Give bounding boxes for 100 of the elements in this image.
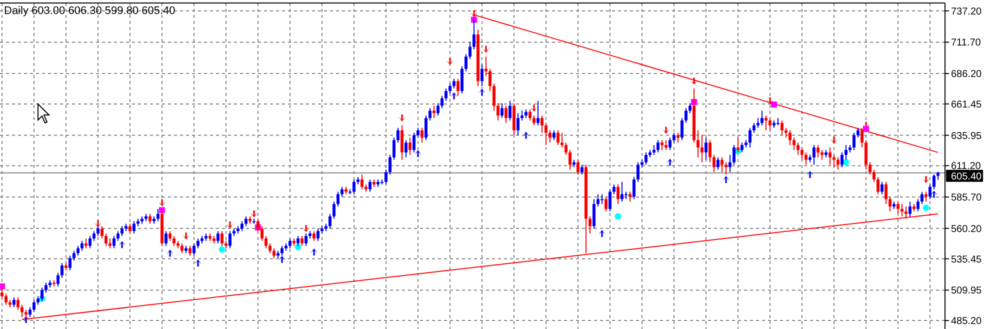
candlestick bbox=[920, 191, 924, 205]
point bbox=[771, 102, 777, 108]
candlestick bbox=[108, 238, 112, 249]
candlestick bbox=[72, 250, 76, 262]
candlestick bbox=[560, 132, 564, 148]
candlestick bbox=[80, 240, 84, 252]
candlestick bbox=[496, 102, 500, 121]
point bbox=[922, 204, 930, 211]
candlestick bbox=[916, 198, 920, 212]
candlestick bbox=[464, 54, 468, 72]
candlestick bbox=[716, 156, 720, 170]
candlestick bbox=[612, 184, 616, 195]
y-tick-label: 661.45 bbox=[951, 99, 982, 110]
candlestick bbox=[728, 154, 732, 173]
point bbox=[118, 241, 126, 248]
candlestick bbox=[828, 147, 832, 166]
candlestick bbox=[660, 140, 664, 150]
candlestick bbox=[500, 102, 504, 119]
candlestick bbox=[860, 127, 864, 148]
point bbox=[450, 92, 458, 100]
point bbox=[226, 221, 234, 228]
candlestick bbox=[420, 127, 424, 144]
candlestick bbox=[436, 102, 440, 116]
candlestick bbox=[148, 213, 152, 224]
candlestick bbox=[32, 299, 36, 313]
candlestick bbox=[384, 169, 388, 185]
candlestick bbox=[296, 235, 300, 246]
candlestick bbox=[404, 140, 408, 158]
y-tick-label: 560.20 bbox=[951, 224, 982, 235]
candlestick bbox=[12, 296, 16, 308]
candlestick bbox=[388, 154, 392, 176]
candlestick bbox=[172, 235, 176, 246]
candlestick bbox=[304, 233, 308, 246]
point bbox=[414, 150, 422, 158]
candlestick bbox=[216, 230, 220, 244]
candlestick bbox=[668, 137, 672, 150]
candlestick bbox=[288, 238, 292, 249]
candlestick bbox=[580, 164, 584, 176]
point bbox=[830, 136, 838, 144]
point bbox=[598, 230, 606, 238]
candlestick bbox=[128, 223, 132, 234]
candlestick bbox=[400, 124, 404, 160]
point bbox=[690, 78, 698, 85]
candlestick bbox=[864, 140, 868, 170]
candlestick bbox=[456, 78, 460, 96]
point bbox=[922, 176, 930, 183]
candlestick bbox=[784, 127, 788, 138]
point bbox=[530, 104, 538, 112]
point bbox=[842, 159, 850, 166]
candlestick bbox=[620, 181, 624, 202]
candlestick bbox=[872, 169, 876, 182]
candlestick bbox=[448, 83, 452, 94]
candlestick bbox=[28, 306, 32, 318]
point bbox=[398, 114, 406, 122]
candlestick bbox=[684, 108, 688, 124]
candlestick bbox=[220, 230, 224, 246]
candlestick bbox=[624, 191, 628, 200]
candlestick bbox=[540, 115, 544, 134]
candlestick bbox=[100, 226, 104, 239]
candlestick bbox=[880, 181, 884, 195]
candlestick bbox=[300, 235, 304, 246]
candlestick bbox=[332, 201, 336, 220]
candlestick bbox=[484, 56, 488, 77]
candlestick bbox=[16, 296, 20, 310]
candlestick bbox=[532, 115, 536, 126]
point bbox=[766, 97, 774, 104]
candlestick bbox=[416, 127, 420, 138]
candlestick bbox=[588, 216, 592, 234]
point bbox=[159, 207, 165, 214]
candlestick bbox=[816, 144, 820, 158]
candlestick bbox=[492, 83, 496, 112]
candlestick bbox=[600, 194, 604, 205]
point bbox=[470, 10, 478, 18]
y-tick-label: 485.20 bbox=[951, 316, 982, 328]
candlestick bbox=[740, 142, 744, 153]
candlestick bbox=[724, 162, 728, 176]
candlestick bbox=[552, 130, 556, 141]
point bbox=[218, 246, 226, 253]
candlestick bbox=[340, 186, 344, 198]
candlestick bbox=[636, 162, 640, 182]
candlestick bbox=[272, 248, 276, 259]
candlestick bbox=[412, 132, 416, 153]
candlestick bbox=[884, 181, 888, 205]
candlestick bbox=[4, 293, 8, 306]
candlestick bbox=[424, 115, 428, 141]
candlestick bbox=[844, 144, 848, 160]
candlestick bbox=[520, 110, 524, 121]
candlestick bbox=[528, 108, 532, 121]
candlestick bbox=[68, 255, 72, 271]
candlestick bbox=[88, 235, 92, 249]
candlestick bbox=[264, 235, 268, 249]
candlestick bbox=[188, 245, 192, 256]
candlestick bbox=[832, 154, 836, 168]
candlestick bbox=[556, 130, 560, 146]
candlestick bbox=[168, 230, 172, 242]
candlestick bbox=[688, 102, 692, 114]
candlestick bbox=[244, 216, 248, 227]
y-tick-label: 611.20 bbox=[951, 161, 982, 172]
candlestick bbox=[444, 88, 448, 102]
candlestick bbox=[712, 154, 716, 173]
